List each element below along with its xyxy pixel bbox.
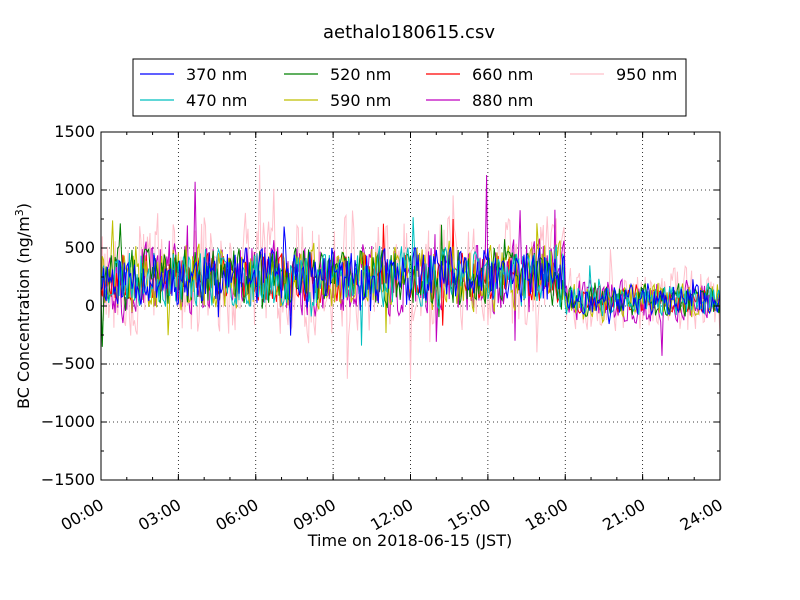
plot-area [101,165,720,380]
legend-label: 590 nm [330,91,391,110]
series-line [101,226,720,336]
x-axis-label: Time on 2018-06-15 (JST) [307,531,512,550]
chart-title: aethalo180615.csv [323,22,495,43]
x-tick-label: 15:00 [444,495,493,535]
x-tick-label: 24:00 [677,495,726,535]
x-tick-label: 09:00 [290,495,339,535]
legend-frame [132,58,687,117]
legend-label: 660 nm [472,65,533,84]
y-axis-label-superscript: 3 [13,209,26,216]
legend-label: 950 nm [616,65,677,84]
y-tick-label: 500 [64,238,95,257]
series-line [101,223,720,347]
legend-label: 880 nm [472,91,533,110]
x-axis-ticks: 00:00 03:00 06:00 09:00 12:00 15:00 18:00 21:00… [58,132,726,535]
legend-label: 470 nm [186,91,247,110]
y-tick-label: 1000 [54,180,95,199]
x-tick-label: 03:00 [135,495,184,535]
y-tick-label: −500 [51,354,95,373]
x-tick-label: 21:00 [599,495,648,535]
y-axis-ticks: −1500 −1000 −500 0 500 1000 1500 [41,122,720,489]
y-axis-label-tail: ) [14,203,33,209]
y-tick-label: 0 [85,296,95,315]
x-tick-label: 18:00 [522,495,571,535]
y-axis-label-main: BC Concentration (ng/m [14,216,33,409]
x-tick-label: 06:00 [212,495,261,535]
series-lines [101,165,720,380]
y-tick-label: 1500 [54,122,95,141]
y-axis-label: BC Concentration (ng/m3) [13,203,33,409]
y-tick-label: −1500 [41,470,95,489]
legend: 370 nm 470 nm 520 nm 590 nm 660 nm 880 nm 950 … [132,58,687,117]
legend-label: 520 nm [330,65,391,84]
y-tick-label: −1000 [41,412,95,431]
x-tick-label: 00:00 [58,495,107,535]
legend-label: 370 nm [186,65,247,84]
x-tick-label: 12:00 [367,495,416,535]
